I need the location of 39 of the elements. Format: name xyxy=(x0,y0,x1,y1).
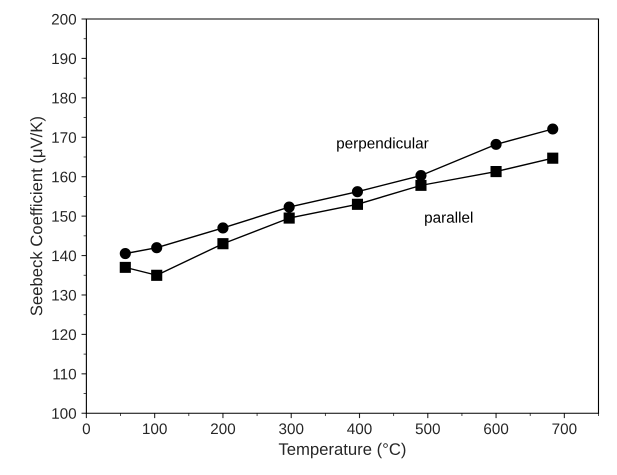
x-tick-label: 600 xyxy=(484,423,508,434)
point xyxy=(284,202,295,213)
y-tick-label: 150 xyxy=(52,210,76,222)
x-tick-label: 500 xyxy=(416,423,440,434)
x-tick-label: 0 xyxy=(82,423,90,434)
point xyxy=(151,242,162,254)
point xyxy=(415,180,427,191)
point xyxy=(217,222,228,234)
y-tick-label: 100 xyxy=(52,408,76,419)
x-tick-label: 200 xyxy=(210,423,236,434)
point xyxy=(120,262,131,273)
series-label: parallel xyxy=(425,212,472,226)
y-tick-label: 140 xyxy=(52,250,76,262)
x-tick-label: 700 xyxy=(552,423,576,434)
x-tick-label: 300 xyxy=(279,423,304,434)
series-label: perpendicular xyxy=(337,137,428,152)
point xyxy=(352,186,364,198)
point xyxy=(120,248,131,260)
y-tick-label: 160 xyxy=(52,172,76,182)
point xyxy=(352,198,364,210)
x-axis-title: Temperature (°C) xyxy=(278,442,406,458)
y-tick-label: 170 xyxy=(52,132,76,143)
point xyxy=(490,138,502,150)
x-tick-label: 100 xyxy=(143,423,167,434)
y-axis-title: Seebeck Coefficient (μV/K) xyxy=(30,117,46,316)
point xyxy=(490,166,502,178)
point xyxy=(415,170,427,182)
y-tick-label: 190 xyxy=(52,53,76,64)
point xyxy=(547,152,558,164)
x-tick-label: 400 xyxy=(347,423,372,434)
point xyxy=(151,270,162,281)
y-tick-label: 200 xyxy=(52,14,76,25)
point xyxy=(284,212,295,224)
y-tick-label: 130 xyxy=(52,290,76,301)
y-tick-label: 110 xyxy=(53,368,76,380)
point xyxy=(217,238,228,250)
y-tick-label: 120 xyxy=(52,329,76,340)
point xyxy=(547,123,558,135)
y-tick-label: 180 xyxy=(52,92,76,104)
